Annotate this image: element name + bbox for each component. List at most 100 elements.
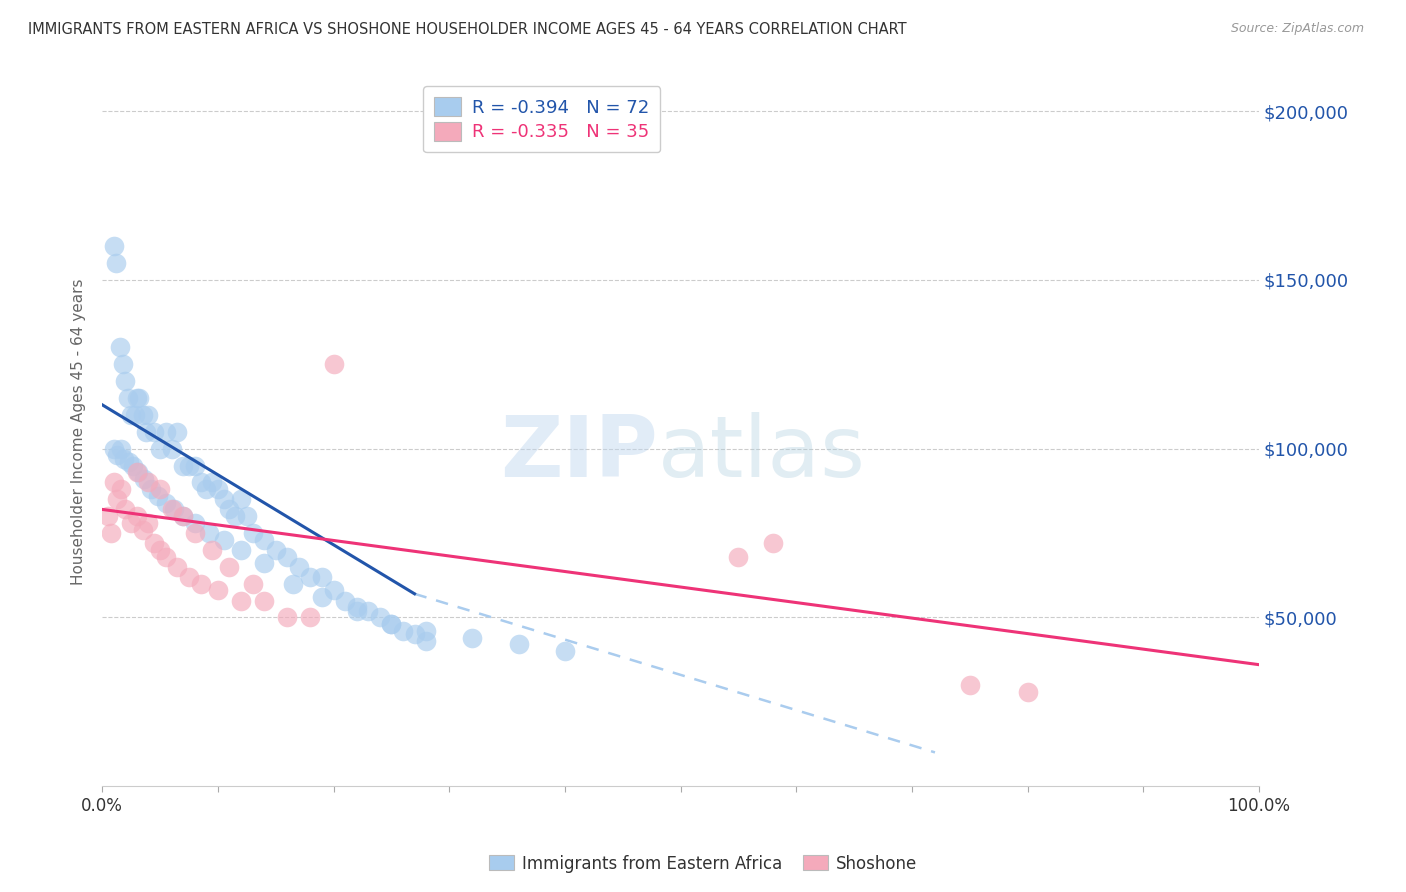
Point	[166, 425, 188, 439]
Point	[105, 492, 128, 507]
Point	[253, 593, 276, 607]
Point	[138, 516, 160, 530]
Point	[97, 509, 120, 524]
Point	[212, 533, 235, 547]
Point	[201, 542, 224, 557]
Point	[118, 455, 141, 469]
Point	[554, 644, 576, 658]
Point	[727, 549, 749, 564]
Point	[224, 509, 246, 524]
Point	[229, 542, 252, 557]
Point	[1017, 684, 1039, 698]
Point	[127, 465, 149, 479]
Point	[281, 576, 304, 591]
Text: atlas: atlas	[658, 411, 865, 494]
Point	[172, 509, 194, 524]
Point	[264, 542, 287, 557]
Point	[110, 482, 132, 496]
Point	[139, 482, 162, 496]
Point	[404, 627, 426, 641]
Point	[218, 559, 240, 574]
Point	[163, 502, 186, 516]
Point	[128, 391, 150, 405]
Point	[172, 458, 194, 473]
Point	[415, 634, 437, 648]
Point	[105, 449, 128, 463]
Point	[218, 502, 240, 516]
Point	[155, 549, 177, 564]
Point	[100, 526, 122, 541]
Point	[288, 559, 311, 574]
Point	[184, 458, 207, 473]
Point	[346, 604, 368, 618]
Point	[110, 442, 132, 456]
Point	[177, 458, 200, 473]
Point	[131, 408, 153, 422]
Point	[190, 576, 212, 591]
Point	[155, 496, 177, 510]
Point	[322, 357, 344, 371]
Legend: R = -0.394   N = 72, R = -0.335   N = 35: R = -0.394 N = 72, R = -0.335 N = 35	[423, 87, 661, 153]
Point	[131, 523, 153, 537]
Point	[132, 472, 155, 486]
Point	[253, 557, 276, 571]
Point	[276, 610, 298, 624]
Point	[959, 678, 981, 692]
Point	[172, 509, 194, 524]
Point	[103, 442, 125, 456]
Point	[160, 502, 183, 516]
Point	[120, 516, 142, 530]
Point	[242, 526, 264, 541]
Point	[276, 549, 298, 564]
Y-axis label: Householder Income Ages 45 - 64 years: Householder Income Ages 45 - 64 years	[72, 278, 86, 585]
Point	[103, 239, 125, 253]
Point	[108, 340, 131, 354]
Point	[114, 502, 136, 516]
Point	[149, 542, 172, 557]
Point	[112, 357, 135, 371]
Point	[229, 492, 252, 507]
Point	[229, 593, 252, 607]
Point	[125, 465, 148, 479]
Point	[311, 570, 333, 584]
Point	[146, 489, 169, 503]
Legend: Immigrants from Eastern Africa, Shoshone: Immigrants from Eastern Africa, Shoshone	[482, 848, 924, 880]
Point	[236, 509, 259, 524]
Point	[195, 482, 218, 496]
Point	[253, 533, 276, 547]
Point	[120, 408, 142, 422]
Point	[461, 631, 484, 645]
Text: ZIP: ZIP	[499, 411, 658, 494]
Point	[160, 442, 183, 456]
Point	[143, 536, 166, 550]
Point	[368, 610, 391, 624]
Point	[508, 637, 530, 651]
Point	[299, 570, 322, 584]
Point	[415, 624, 437, 638]
Point	[299, 610, 322, 624]
Point	[190, 475, 212, 490]
Point	[322, 583, 344, 598]
Point	[122, 458, 145, 473]
Point	[138, 475, 160, 490]
Point	[212, 492, 235, 507]
Point	[311, 590, 333, 604]
Point	[166, 559, 188, 574]
Point	[143, 425, 166, 439]
Point	[333, 593, 356, 607]
Text: Source: ZipAtlas.com: Source: ZipAtlas.com	[1230, 22, 1364, 36]
Point	[125, 509, 148, 524]
Point	[149, 482, 172, 496]
Point	[114, 374, 136, 388]
Point	[117, 391, 139, 405]
Point	[103, 475, 125, 490]
Point	[184, 516, 207, 530]
Point	[380, 617, 402, 632]
Point	[105, 256, 128, 270]
Point	[207, 482, 229, 496]
Text: IMMIGRANTS FROM EASTERN AFRICA VS SHOSHONE HOUSEHOLDER INCOME AGES 45 - 64 YEARS: IMMIGRANTS FROM EASTERN AFRICA VS SHOSHO…	[28, 22, 907, 37]
Point	[149, 442, 172, 456]
Point	[357, 604, 380, 618]
Point	[762, 536, 785, 550]
Point	[138, 408, 160, 422]
